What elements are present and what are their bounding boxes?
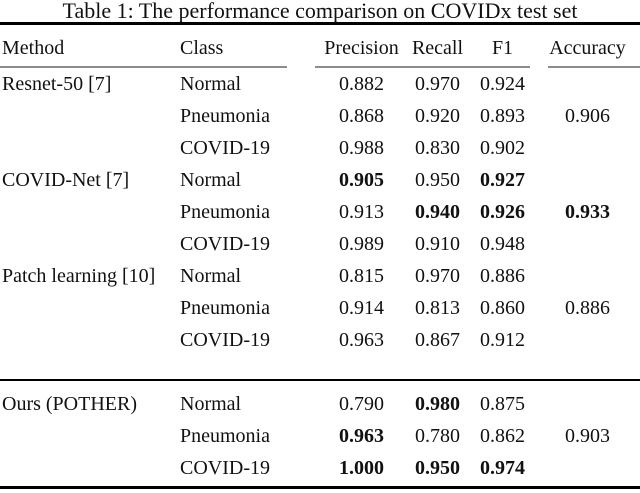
table-row: Ours (POTHER) Normal 0.790 0.980 0.875 (0, 388, 640, 420)
class-cell: Normal (180, 168, 242, 191)
table-row: COVID-19 0.963 0.867 0.912 (0, 324, 640, 356)
precision-cell: 0.868 (339, 104, 384, 127)
header-rule-metrics (315, 66, 530, 68)
f1-cell: 0.948 (480, 232, 525, 255)
recall-cell: 0.867 (415, 328, 460, 351)
table-caption: Table 1: The performance comparison on C… (62, 0, 578, 23)
table-row: COVID-Net [7] Normal 0.905 0.950 0.927 (0, 164, 640, 196)
precision-cell: 0.988 (339, 136, 384, 159)
method-cell: Resnet-50 [7] (2, 72, 112, 95)
f1-cell: 0.902 (480, 136, 525, 159)
accuracy-cell: 0.903 (565, 424, 610, 447)
column-header-recall: Recall (411, 37, 464, 59)
header-rule-method-class (0, 66, 287, 68)
recall-cell: 0.980 (415, 392, 460, 415)
table-row: COVID-19 1.000 0.950 0.974 (0, 452, 640, 484)
table-row: COVID-19 0.989 0.910 0.948 (0, 228, 640, 260)
precision-cell: 0.963 (339, 424, 384, 447)
precision-cell: 0.882 (339, 72, 384, 95)
table-header-row: Method Class Precision Recall F1 Accurac… (0, 25, 640, 66)
precision-cell: 0.963 (339, 328, 384, 351)
f1-cell: 0.974 (480, 456, 525, 479)
f1-cell: 0.924 (480, 72, 525, 95)
recall-cell: 0.970 (415, 72, 460, 95)
table-body: Resnet-50 [7] Normal 0.882 0.970 0.924 Pneumo… (0, 68, 640, 484)
f1-cell: 0.886 (480, 264, 525, 287)
f1-cell: 0.893 (480, 104, 525, 127)
precision-cell: 0.914 (339, 296, 384, 319)
column-header-class: Class (180, 37, 224, 59)
column-header-precision: Precision (324, 37, 399, 59)
method-cell: Ours (POTHER) (2, 392, 137, 415)
table-row: Resnet-50 [7] Normal 0.882 0.970 0.924 (0, 68, 640, 100)
f1-cell: 0.860 (480, 296, 525, 319)
f1-cell: 0.927 (480, 168, 525, 191)
recall-cell: 0.970 (415, 264, 460, 287)
class-cell: COVID-19 (180, 328, 270, 351)
class-cell: Normal (180, 72, 242, 95)
recall-cell: 0.950 (415, 456, 460, 479)
table-row: Pneumonia 0.963 0.780 0.862 0.903 (0, 420, 640, 452)
f1-cell: 0.912 (480, 328, 525, 351)
accuracy-cell: 0.886 (565, 296, 610, 319)
recall-cell: 0.780 (415, 424, 460, 447)
precision-cell: 0.905 (339, 168, 384, 191)
recall-cell: 0.940 (415, 200, 460, 223)
class-cell: Pneumonia (180, 424, 270, 447)
f1-cell: 0.875 (480, 392, 525, 415)
table-row: Pneumonia 0.868 0.920 0.893 0.906 (0, 100, 640, 132)
accuracy-cell: 0.933 (565, 200, 610, 223)
class-cell: Normal (180, 264, 242, 287)
recall-cell: 0.830 (415, 136, 460, 159)
table-row: Patch learning [10] Normal 0.815 0.970 0.886 (0, 260, 640, 292)
column-header-method: Method (2, 37, 65, 59)
precision-cell: 0.989 (339, 232, 384, 255)
method-cell: COVID-Net [7] (2, 168, 130, 191)
precision-cell: 0.815 (339, 264, 384, 287)
section-separator (0, 356, 640, 388)
method-cell: Patch learning [10] (2, 264, 156, 287)
class-cell: Pneumonia (180, 200, 270, 223)
recall-cell: 0.920 (415, 104, 460, 127)
table-row: Pneumonia 0.914 0.813 0.860 0.886 (0, 292, 640, 324)
precision-cell: 0.790 (339, 392, 384, 415)
precision-cell: 0.913 (339, 200, 384, 223)
accuracy-cell: 0.906 (565, 104, 610, 127)
column-header-accuracy: Accuracy (549, 37, 626, 59)
header-rule-band (0, 66, 640, 68)
mid-rule (0, 379, 640, 381)
class-cell: Pneumonia (180, 296, 270, 319)
recall-cell: 0.910 (415, 232, 460, 255)
class-cell: COVID-19 (180, 456, 270, 479)
class-cell: COVID-19 (180, 232, 270, 255)
table-row: COVID-19 0.988 0.830 0.902 (0, 132, 640, 164)
header-rule-accuracy (548, 66, 640, 68)
precision-cell: 1.000 (339, 456, 384, 479)
class-cell: Pneumonia (180, 104, 270, 127)
f1-cell: 0.862 (480, 424, 525, 447)
f1-cell: 0.926 (480, 200, 525, 223)
class-cell: COVID-19 (180, 136, 270, 159)
recall-cell: 0.813 (415, 296, 460, 319)
column-header-f1: F1 (491, 37, 514, 59)
bottom-rule (0, 486, 640, 489)
table-row: Pneumonia 0.913 0.940 0.926 0.933 (0, 196, 640, 228)
class-cell: Normal (180, 392, 242, 415)
recall-cell: 0.950 (415, 168, 460, 191)
top-rule (0, 22, 640, 25)
